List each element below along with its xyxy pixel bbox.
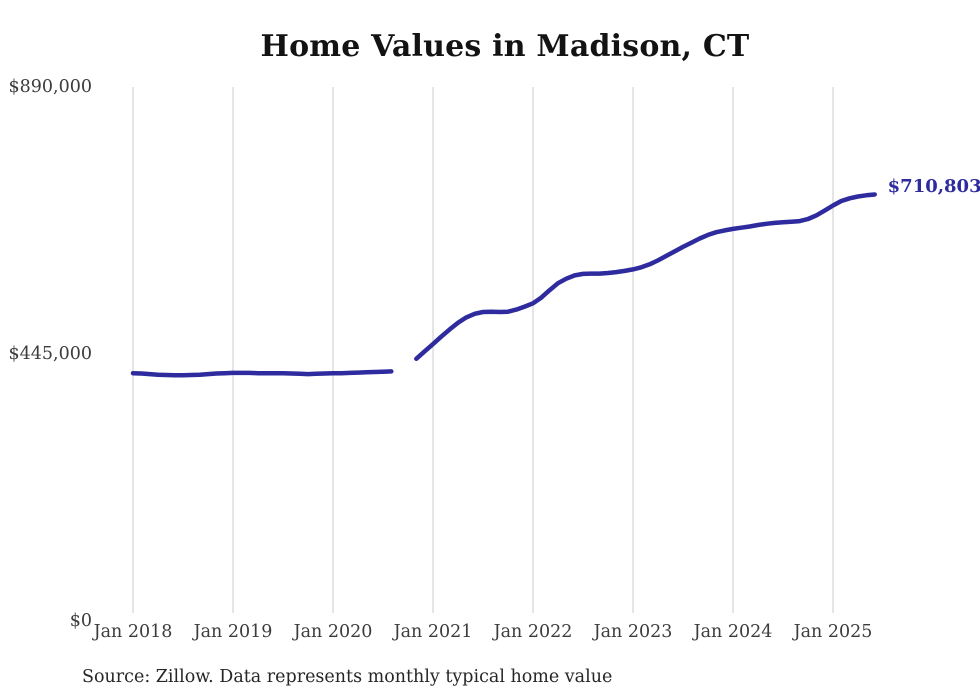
x-axis-label: Jan 2023 [593,622,673,642]
gridline-group [132,87,834,613]
home-value-line-segment [414,192,877,362]
x-axis-label: Jan 2020 [293,622,373,642]
y-axis-label: $445,000 [8,344,92,364]
y-axis-label: $890,000 [8,77,92,97]
chart-title: Home Values in Madison, CT [260,29,750,64]
home-value-line-segment [130,369,394,378]
x-axis-label: Jan 2025 [793,622,873,642]
latest-value-label: $710,803 [887,175,980,197]
x-axis-label: Jan 2022 [493,622,573,642]
x-axis-label: Jan 2024 [693,622,773,642]
x-axis-label: Jan 2018 [93,622,173,642]
x-axis-label: Jan 2021 [393,622,473,642]
home-value-line-group [130,192,877,378]
y-axis-label: $0 [69,611,92,631]
x-axis-label: Jan 2019 [193,622,273,642]
source-note: Source: Zillow. Data represents monthly … [82,667,613,687]
